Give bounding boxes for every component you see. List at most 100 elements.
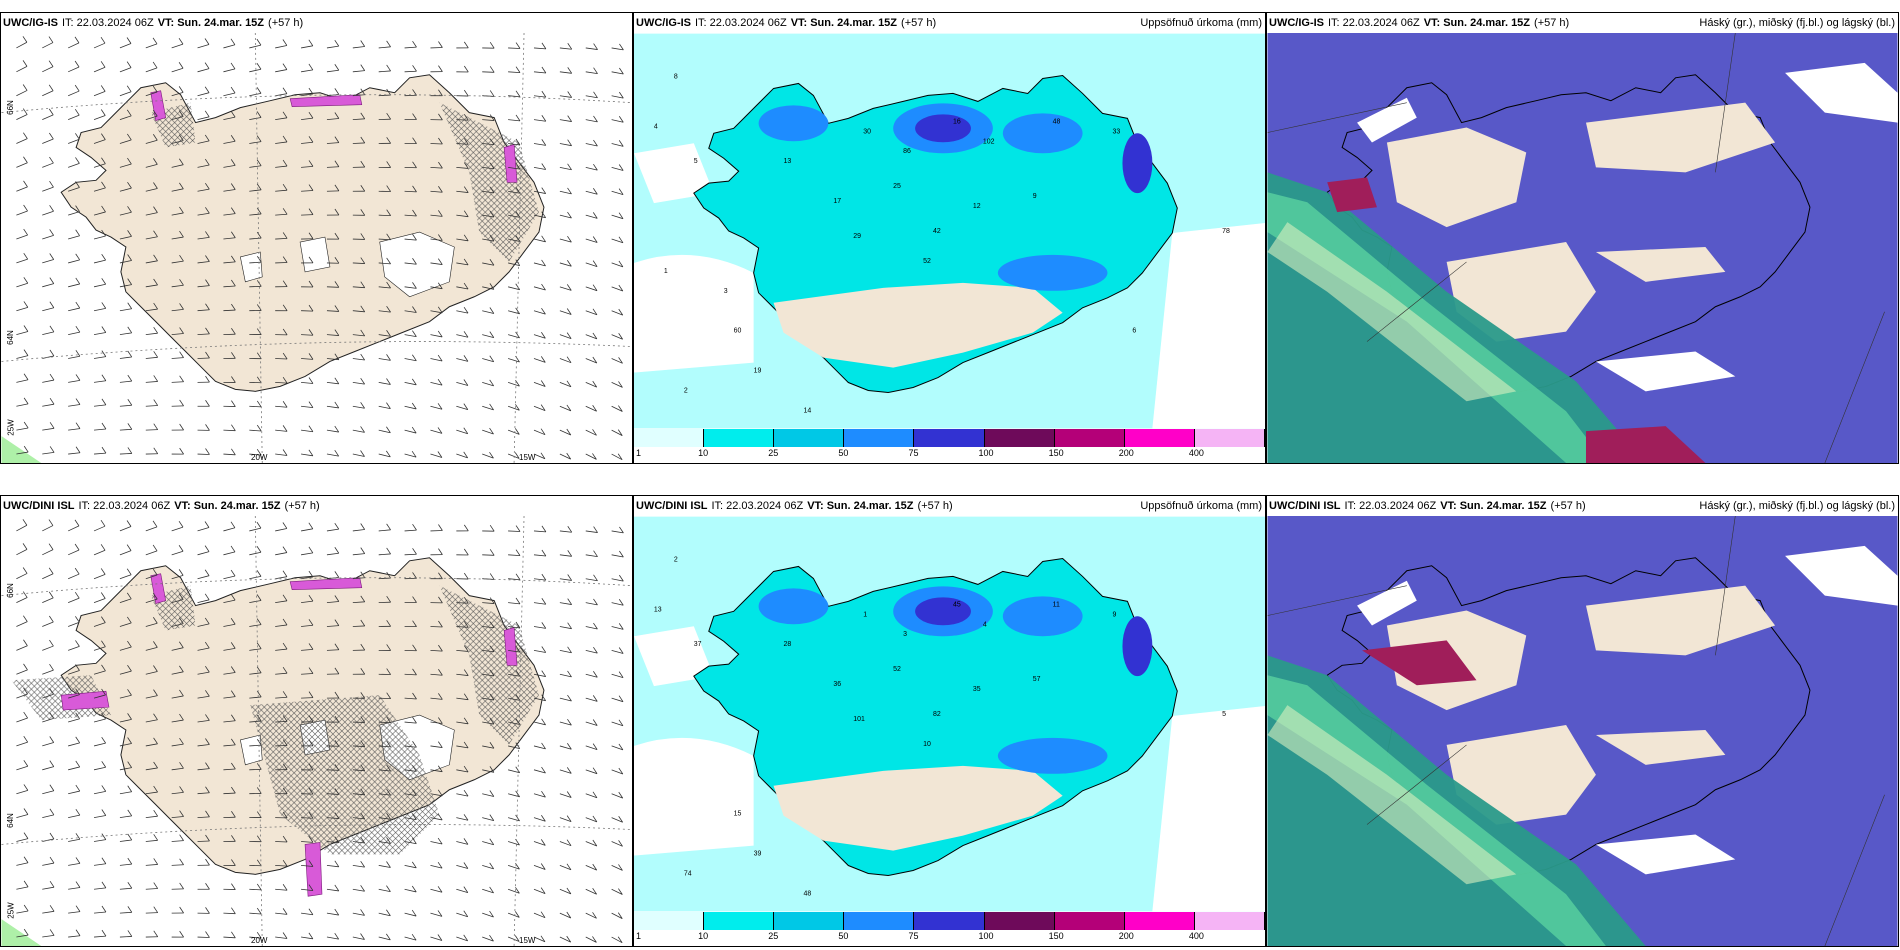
field-title: Uppsöfnuð úrkoma (mm) — [1140, 17, 1262, 29]
precip-value: 39 — [754, 851, 762, 858]
colorbar-segment — [984, 429, 1055, 447]
low-cloud-areas — [1357, 545, 1898, 875]
panel-title: UWC/IG-IS IT: 22.03.2024 06Z VT: Sun. 24.mar… — [1267, 13, 1898, 33]
colorbar-segment — [774, 912, 845, 930]
lon-label-15w: 15W — [519, 453, 536, 462]
graticule — [1, 33, 632, 463]
colorbar-segment — [1054, 429, 1125, 447]
lead-time: (+57 h) — [1534, 17, 1570, 29]
lon-label-15w: 15W — [519, 936, 536, 945]
colorbar-label: 1 — [636, 931, 642, 941]
colorbar-segment — [914, 429, 985, 447]
dry-area — [773, 282, 1063, 368]
panel-ig-clouds: UWC/IG-IS IT: 22.03.2024 06Z VT: Sun. 24.mar… — [1266, 12, 1899, 464]
lat-label-64n: 64N — [5, 330, 15, 345]
colorbar-label: 50 — [838, 448, 849, 458]
lead-time: (+57 h) — [268, 17, 304, 29]
valid-time: Sun. 24.mar. 15Z — [193, 500, 281, 512]
panel-title: UWC/DINI ISL IT: 22.03.2024 06Z VT: Sun. 24.… — [634, 496, 1265, 516]
precip-value: 3 — [724, 288, 728, 295]
wind-map — [1, 516, 632, 946]
it-label: IT: — [695, 17, 707, 29]
colorbar-label: 100 — [978, 931, 994, 941]
colorbar-segment — [1194, 912, 1265, 930]
panel-dini-clouds: UWC/DINI ISL IT: 22.03.2024 06Z VT: Sun. 24.… — [1266, 495, 1899, 947]
lon-label-25w: 25W — [6, 902, 16, 919]
precip-value: 35 — [973, 686, 981, 693]
precip-value: 12 — [973, 203, 981, 210]
precip-value: 57 — [1033, 676, 1041, 683]
lat-label-66n: 66N — [5, 583, 15, 598]
init-time: 22.03.2024 06Z — [709, 17, 787, 29]
init-time: 22.03.2024 06Z — [93, 500, 171, 512]
precip-value: 45 — [953, 601, 961, 608]
colorbar-segment — [1124, 429, 1195, 447]
precip-value: 33 — [1112, 128, 1120, 135]
high-cloud-band — [1267, 655, 1646, 946]
model-name: UWC/DINI ISL — [1269, 500, 1341, 512]
vt-label: VT: — [807, 500, 824, 512]
cloud-map — [1267, 33, 1898, 463]
precip-value: 52 — [893, 666, 901, 673]
colorbar-segment — [844, 429, 915, 447]
it-label: IT: — [78, 500, 91, 512]
colorbar-label: 200 — [1118, 931, 1134, 941]
panel-dini-wind: 66N 64N 25W 20W 15W UWC/DINI ISL IT: 22.03.2024… — [0, 495, 633, 947]
precip-value: 5 — [1222, 711, 1226, 718]
colorbar-label: 150 — [1048, 448, 1064, 458]
precip-value: 5 — [694, 158, 698, 165]
precip-value: 3 — [903, 631, 907, 638]
glaciers — [240, 231, 455, 298]
precip-value: 86 — [903, 148, 911, 155]
model-name: UWC/IG-IS — [1269, 17, 1324, 29]
precip-value: 82 — [933, 711, 941, 718]
precip-value: 30 — [863, 128, 871, 135]
colorbar-label: 75 — [908, 931, 919, 941]
high-cloud-dense — [1327, 177, 1377, 213]
model-name: UWC/IG-IS — [636, 17, 691, 29]
panel-title: UWC/DINI ISL IT: 22.03.2024 06Z VT: Sun. 24.… — [1267, 496, 1898, 516]
colorbar-segment — [634, 912, 705, 930]
precip-value: 1 — [863, 611, 867, 618]
wind-barbs — [16, 36, 624, 461]
panel-title: UWC/DINI ISL IT: 22.03.2024 06Z VT: Sun. 24.… — [1, 496, 632, 516]
precip-hatch — [11, 585, 539, 855]
heavy-precip — [758, 586, 1153, 774]
valid-time: Sun. 24.mar. 15Z — [1459, 500, 1547, 512]
lon-label-20w: 20W — [251, 936, 268, 945]
it-label: IT: — [1328, 17, 1340, 29]
precip-value: 2 — [684, 387, 688, 394]
it-label: IT: — [711, 500, 724, 512]
graticule — [1, 516, 632, 946]
precip-value: 29 — [853, 233, 861, 240]
precip-value: 14 — [803, 407, 811, 414]
init-time: 22.03.2024 06Z — [1342, 17, 1420, 29]
model-name: UWC/DINI ISL — [636, 500, 708, 512]
colorbar-label: 100 — [978, 448, 994, 458]
precip-value: 36 — [833, 681, 841, 688]
colorbar-label: 50 — [838, 931, 849, 941]
panel-title: UWC/IG-IS IT: 22.03.2024 06Z VT: Sun. 24.mar… — [1, 13, 632, 33]
colorbar-segment — [704, 429, 775, 447]
precip-value: 11 — [1053, 601, 1060, 608]
precip-value: 2 — [674, 556, 678, 563]
graticule — [1267, 33, 1885, 463]
valid-time: Sun. 24.mar. 15Z — [177, 17, 265, 29]
precip-value: 17 — [833, 198, 841, 205]
lon-label-25w: 25W — [6, 419, 16, 436]
colorbar-label: 10 — [698, 448, 709, 458]
precip-value: 74 — [684, 870, 692, 877]
lead-time: (+57 h) — [1550, 500, 1586, 512]
colorbar-label: 75 — [908, 448, 919, 458]
precip-value: 4 — [983, 621, 987, 628]
precip-value: 13 — [654, 606, 662, 613]
lead-time: (+57 h) — [917, 500, 953, 512]
high-cloud-band — [1267, 172, 1646, 463]
colorbar-segment — [1124, 912, 1195, 930]
lon-label-20w: 20W — [251, 453, 268, 462]
dry-area — [773, 765, 1063, 851]
heavy-precip — [758, 103, 1153, 291]
valid-time: Sun. 24.mar. 15Z — [1443, 17, 1531, 29]
